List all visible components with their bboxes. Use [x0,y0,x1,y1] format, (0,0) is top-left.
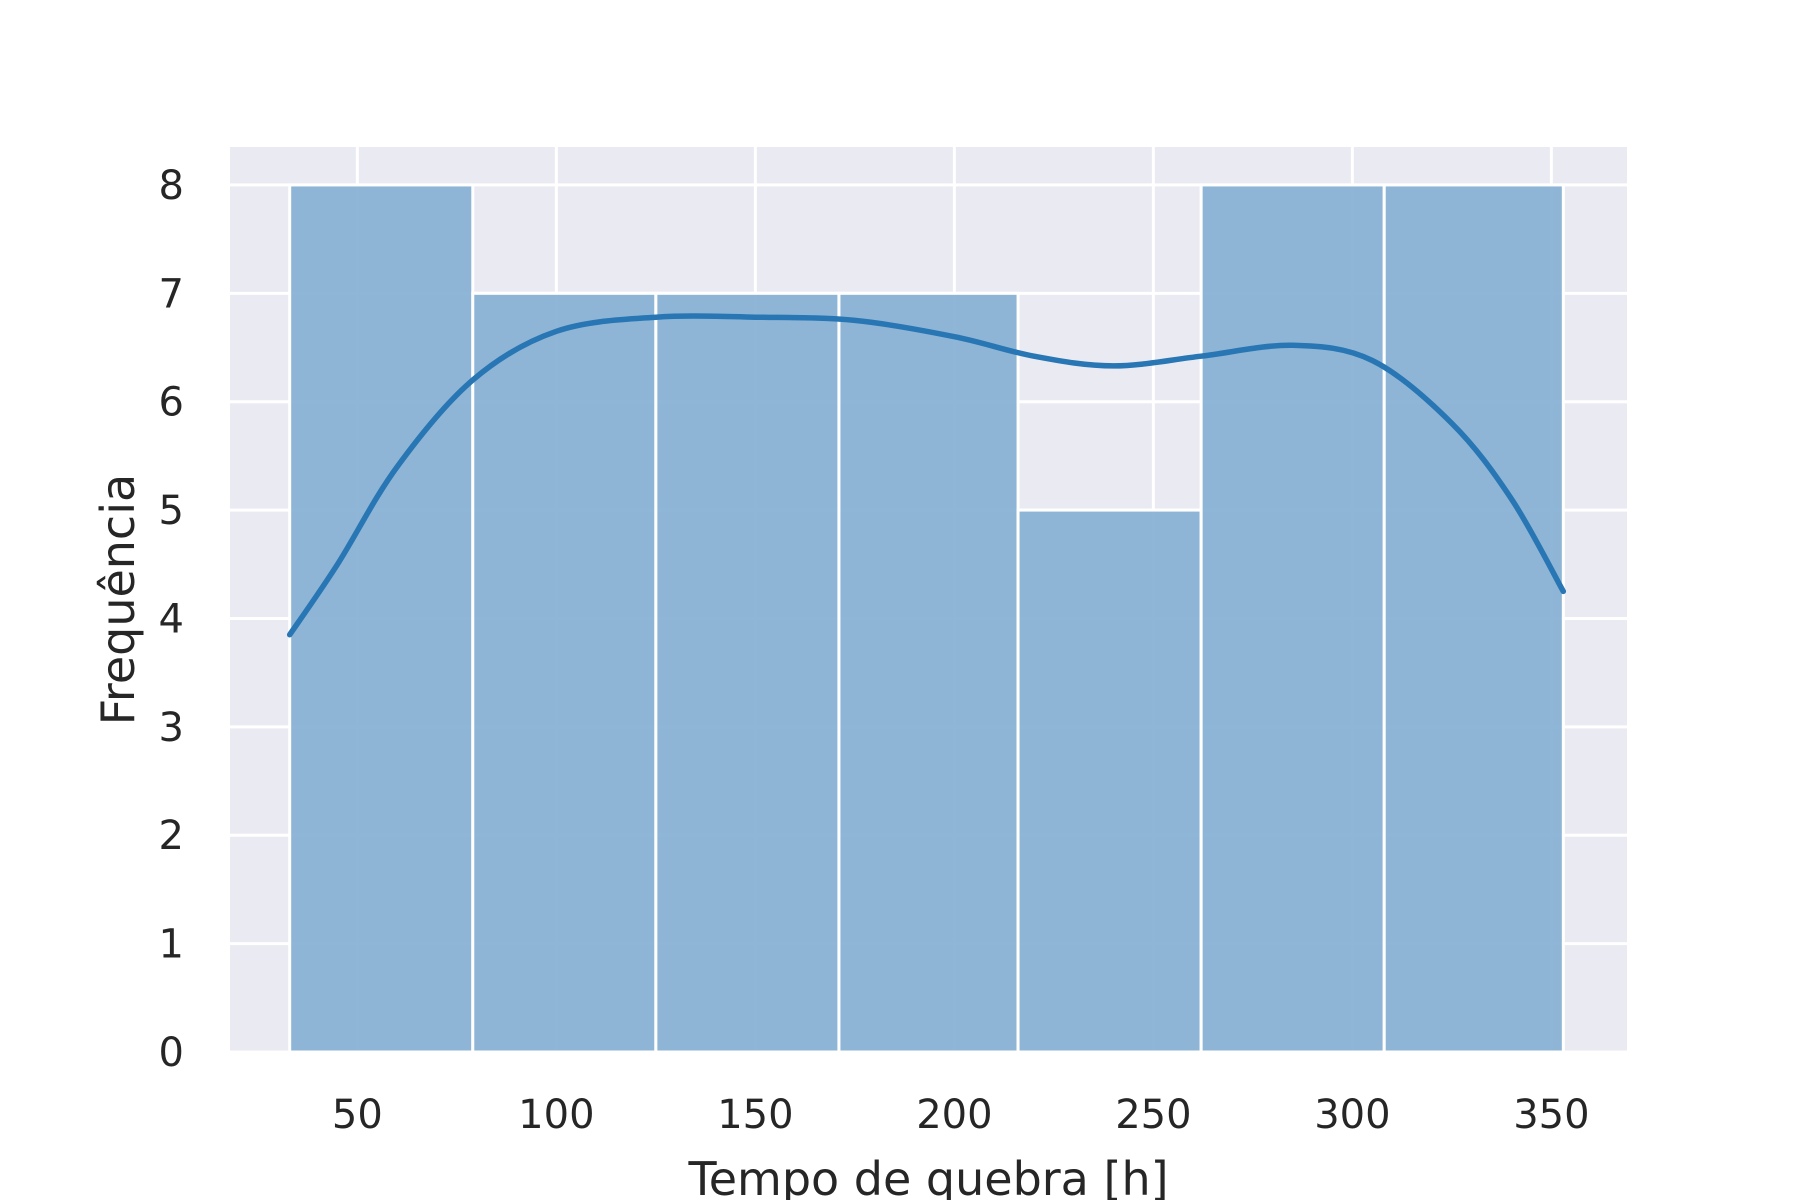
x-tick-label: 350 [1513,1092,1589,1138]
histogram-bar [473,293,656,1052]
x-tick-label: 200 [916,1092,992,1138]
x-tick-label: 50 [332,1092,383,1138]
y-tick-label: 0 [159,1030,184,1076]
x-tick-label: 150 [717,1092,793,1138]
histogram-bar [1018,510,1201,1052]
histogram-bar [290,185,473,1052]
y-tick-label: 6 [159,380,184,426]
y-tick-label: 5 [159,488,184,534]
histogram-bar [1201,185,1384,1052]
y-tick-label: 2 [159,813,184,859]
histogram-bar [656,293,839,1052]
histogram-bars [290,185,1564,1052]
histogram-bar [1384,185,1563,1052]
y-tick-label: 1 [159,922,184,968]
y-axis-label: Frequência [91,474,145,725]
y-tick-label: 3 [159,705,184,751]
histogram-bar [839,293,1018,1052]
y-tick-label: 8 [159,163,184,209]
x-tick-label: 100 [518,1092,594,1138]
y-tick-label: 4 [159,596,184,642]
x-tick-label: 300 [1314,1092,1390,1138]
y-tick-label: 7 [159,271,184,317]
x-tick-label: 250 [1115,1092,1191,1138]
x-axis-label: Tempo de quebra [h] [687,1152,1168,1200]
